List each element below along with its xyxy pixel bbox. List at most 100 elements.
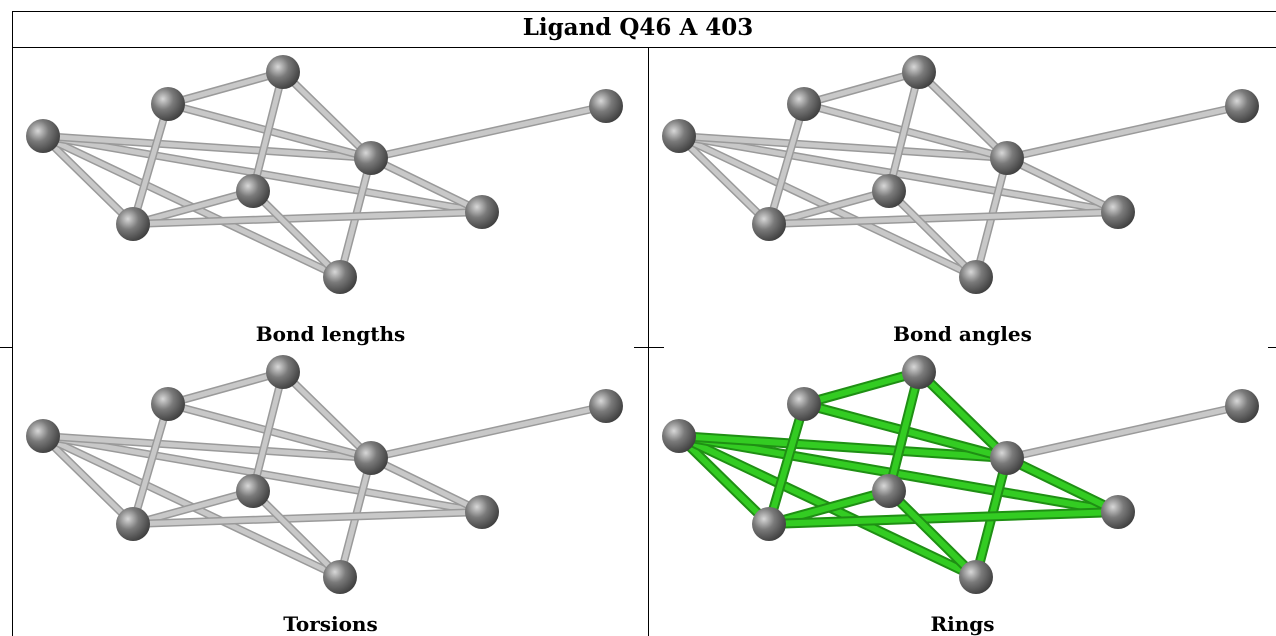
- atom-a2: [902, 355, 936, 389]
- bond-highlight-a0-a5: [40, 133, 136, 227]
- atom-a6: [236, 474, 270, 508]
- ring-bond-highlight-a2-a6: [886, 369, 922, 494]
- atom-a0: [26, 119, 60, 153]
- caption-bond-lengths: Bond lengths: [255, 322, 406, 346]
- bond-highlight-a0-a7: [676, 133, 1121, 215]
- atom-a7: [465, 495, 499, 529]
- atom-a8: [959, 560, 993, 594]
- bond-highlight-a0-a5: [676, 133, 772, 227]
- atom-a4: [589, 389, 623, 423]
- atom-a5: [116, 507, 150, 541]
- bond-highlight-a2-a6: [250, 369, 286, 494]
- bond-highlight-a3-a7: [1004, 155, 1121, 215]
- bond-highlight-a3-a4: [368, 103, 609, 161]
- ring-bond-highlight-a0-a7: [676, 433, 1121, 515]
- atom-a5: [116, 207, 150, 241]
- caption-bond-angles: Bond angles: [893, 322, 1032, 346]
- bond-highlight-a1-a2: [165, 369, 286, 407]
- bond-highlight-a2-a3: [280, 369, 374, 461]
- center-divider: [648, 47, 649, 636]
- bond-highlight-a0-a7: [40, 133, 485, 215]
- atom-a1: [787, 87, 821, 121]
- bond-highlight-a6-a8: [886, 188, 979, 280]
- atom-a5: [752, 207, 786, 241]
- bond-highlight-a0-a3: [40, 433, 374, 461]
- atom-a6: [872, 474, 906, 508]
- bond-highlight-a1-a5: [130, 101, 171, 227]
- atom-a2: [266, 55, 300, 89]
- ring-bond-highlight-a1-a2: [801, 369, 922, 407]
- bond-highlight-a1-a5: [130, 401, 171, 527]
- bond-highlight-a1-a2: [801, 69, 922, 107]
- molecule-bond-lengths: [26, 55, 623, 294]
- ring-bond-highlight-a6-a8: [886, 488, 979, 580]
- bond-highlight-a2-a3: [916, 69, 1010, 161]
- panel-bond-lengths: Bond lengths: [13, 48, 648, 347]
- bond-highlight-a3-a4: [1004, 403, 1245, 461]
- atom-a8: [323, 260, 357, 294]
- panel-torsions: Torsions: [13, 348, 648, 636]
- bond-highlight-a3-a7: [368, 155, 485, 215]
- atom-a3: [354, 141, 388, 175]
- atom-a6: [872, 174, 906, 208]
- atom-a2: [266, 355, 300, 389]
- bond-highlight-a1-a5: [766, 101, 807, 227]
- bond-highlight-a5-a6: [130, 188, 256, 227]
- bond-highlight-a2-a6: [886, 69, 922, 194]
- atom-a5: [752, 507, 786, 541]
- atom-a1: [151, 87, 185, 121]
- atom-a6: [236, 174, 270, 208]
- atom-a7: [1101, 495, 1135, 529]
- left-border: [12, 11, 13, 636]
- atom-a8: [323, 560, 357, 594]
- molecule-rings: [662, 355, 1259, 594]
- title-divider: [12, 47, 1276, 48]
- panel-rings: Rings: [649, 348, 1276, 636]
- bond-highlight-a5-a7: [130, 209, 485, 227]
- ring-bond-highlight-a1-a5: [766, 401, 807, 527]
- panel-bond-angles: Bond angles: [649, 48, 1276, 347]
- bond-highlight-a6-a8: [250, 488, 343, 580]
- atom-a0: [26, 419, 60, 453]
- atom-a0: [662, 119, 696, 153]
- ring-bond-highlight-a0-a5: [676, 433, 772, 527]
- atom-a0: [662, 419, 696, 453]
- row-divider-center: [634, 347, 664, 348]
- atom-a2: [902, 55, 936, 89]
- figure-title: Ligand Q46 A 403: [522, 14, 754, 41]
- ring-bond-highlight-a5-a7: [766, 509, 1121, 527]
- bond-highlight-a0-a7: [40, 433, 485, 515]
- ring-bond-highlight-a0-a3: [676, 433, 1010, 461]
- molecule-bond-angles: [662, 55, 1259, 294]
- atom-a8: [959, 260, 993, 294]
- bond-highlight-a3-a4: [368, 403, 609, 461]
- molecule-torsions: [26, 355, 623, 594]
- bond-highlight-a5-a6: [130, 488, 256, 527]
- atom-a1: [787, 387, 821, 421]
- top-border: [12, 11, 1276, 12]
- ring-bond-highlight-a2-a3: [916, 369, 1010, 461]
- bond-highlight-a6-a8: [250, 188, 343, 280]
- bond-highlight-a3-a7: [368, 455, 485, 515]
- bond-highlight-a0-a3: [676, 133, 1010, 161]
- atom-a7: [1101, 195, 1135, 229]
- bond-highlight-a2-a6: [250, 69, 286, 194]
- caption-rings: Rings: [930, 612, 995, 636]
- bond-highlight-a3-a4: [1004, 103, 1245, 161]
- bond-highlight-a0-a5: [40, 433, 136, 527]
- atom-a3: [354, 441, 388, 475]
- bond-highlight-a2-a3: [280, 69, 374, 161]
- atom-a3: [990, 441, 1024, 475]
- bond-highlight-a5-a7: [766, 209, 1121, 227]
- bond-highlight-a0-a3: [40, 133, 374, 161]
- bond-highlight-a5-a7: [130, 509, 485, 527]
- atom-a4: [1225, 389, 1259, 423]
- row-divider-right: [1268, 347, 1276, 348]
- atom-a4: [1225, 89, 1259, 123]
- caption-torsions: Torsions: [283, 612, 378, 636]
- row-divider-left: [0, 347, 12, 348]
- atom-a7: [465, 195, 499, 229]
- bond-highlight-a1-a2: [165, 69, 286, 107]
- atom-a3: [990, 141, 1024, 175]
